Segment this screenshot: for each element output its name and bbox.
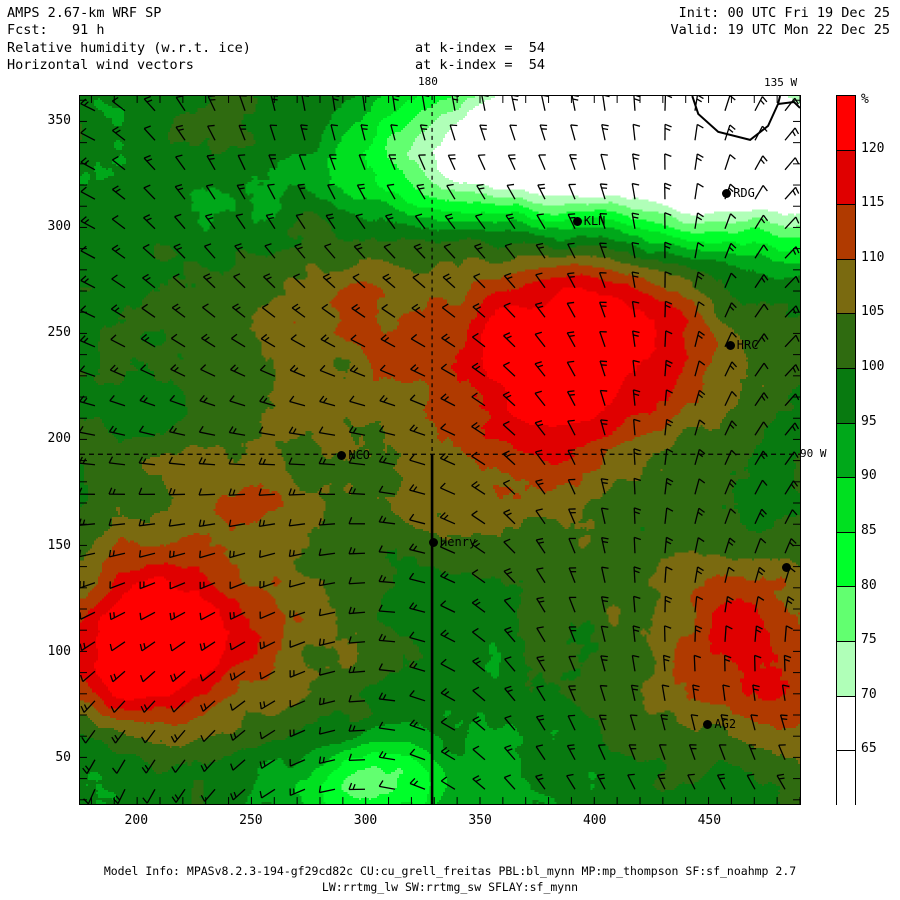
colorbar-tick-label: 120 [861, 140, 885, 156]
x-axis-tick-label: 250 [239, 813, 263, 828]
longitude-label-135w: 135 W [764, 76, 798, 89]
x-axis-tick-label: 200 [124, 813, 149, 828]
longitude-label-180: 180 [418, 75, 438, 88]
colorbar-tick-label: 65 [861, 741, 877, 757]
station-label: AG2 [714, 716, 737, 731]
y-axis-tick-label: 150 [47, 537, 71, 553]
colorbar-band [837, 205, 855, 260]
x-axis-tick-label: 400 [582, 813, 607, 828]
station-label: RDG [733, 186, 755, 201]
y-axis-tick-label: 100 [47, 643, 71, 659]
init-time: Init: 00 UTC Fri 19 Dec 25 [678, 5, 890, 21]
x-axis-tick-label: 300 [353, 813, 378, 828]
y-axis-tick-label: 200 [47, 431, 71, 447]
colorbar-tick-label: 105 [861, 304, 885, 320]
y-axis-tick-label: 350 [47, 112, 71, 128]
station-dot-icon [782, 562, 792, 572]
station-dot-icon [337, 451, 347, 461]
colorbar-tick-label: 115 [861, 195, 885, 211]
k-index-wind: at k-index = 54 [415, 57, 546, 73]
model-info-line-1: Model Info: MPASv8.2.3-194-gf29cd82c CU:… [103, 864, 797, 878]
colorbar-band [837, 369, 855, 424]
colorbar-band [837, 314, 855, 370]
page-title: AMPS 2.67-km WRF SP [7, 5, 162, 21]
colorbar-tick-label: 80 [861, 577, 877, 593]
field-label-wind: Horizontal wind vectors [7, 57, 194, 73]
valid-time: Valid: 19 UTC Mon 22 Dec 25 [670, 22, 890, 38]
colorbar-tick-label: 100 [861, 359, 885, 375]
colorbar-band [837, 532, 855, 588]
colorbar-band [837, 150, 855, 206]
station-label: NCO [348, 448, 371, 463]
forecast-hour: Fcst: 91 h [7, 22, 105, 38]
colorbar-band [837, 259, 855, 315]
colorbar [836, 95, 856, 806]
colorbar-band [837, 642, 855, 697]
y-axis-tick-label: 300 [47, 218, 71, 234]
colorbar-band [837, 96, 855, 151]
field-label-humidity: Relative humidity (w.r.t. ice) [7, 40, 251, 56]
colorbar-tick-label: 110 [861, 249, 885, 265]
colorbar-tick-label: 90 [861, 468, 877, 484]
colorbar-band [837, 751, 855, 806]
map-plot-area[interactable]: RDG KLN HRC NCO Henry AG2 [79, 95, 801, 805]
colorbar-unit-label: % [861, 92, 869, 107]
station-label: Henry [440, 534, 477, 549]
humidity-field [80, 96, 800, 804]
x-axis-tick-label: 450 [697, 813, 722, 828]
y-axis-tick-label: 50 [55, 750, 71, 766]
map-overlay [80, 96, 800, 804]
x-axis-tick-label: 350 [468, 813, 492, 828]
station-dot-icon [725, 341, 735, 351]
station-dot-icon [722, 189, 732, 199]
colorbar-tick-label: 75 [861, 632, 877, 648]
station-dot-icon [703, 719, 713, 729]
colorbar-band [837, 587, 855, 643]
y-axis-tick-label: 250 [47, 325, 71, 341]
longitude-label-90w: 90 W [800, 447, 827, 460]
k-index-humidity: at k-index = 54 [415, 40, 546, 56]
station-dot-icon [572, 216, 582, 226]
model-info-line-2: LW:rrtmg_lw SW:rrtmg_sw SFLAY:sf_mynn [321, 880, 579, 894]
colorbar-tick-label: 95 [861, 413, 877, 429]
colorbar-tick-label: 70 [861, 686, 877, 702]
colorbar-tick-label: 85 [861, 522, 877, 538]
station-label: HRC [736, 338, 759, 353]
colorbar-band [837, 423, 855, 479]
station-dot-icon [429, 537, 439, 547]
colorbar-band [837, 696, 855, 752]
colorbar-band [837, 478, 855, 533]
station-label: KLN [583, 213, 606, 228]
